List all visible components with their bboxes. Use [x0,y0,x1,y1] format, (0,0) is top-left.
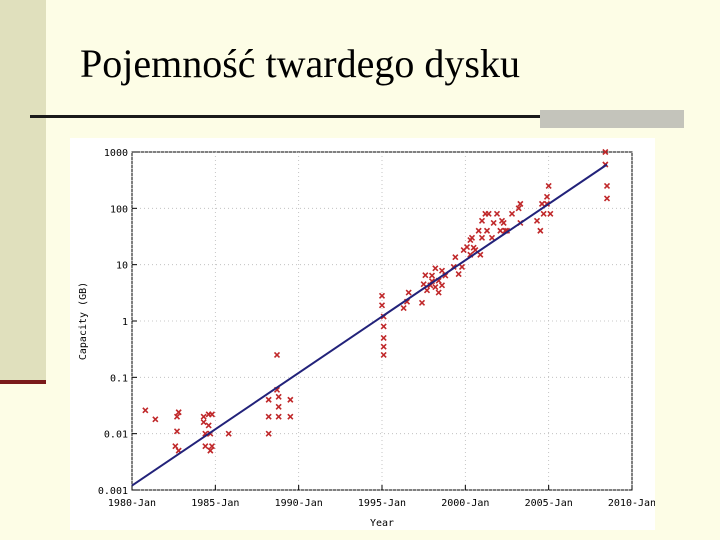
data-point [207,447,214,454]
data-point [602,148,609,156]
data-point [603,195,611,202]
x-tick-label: 1990-Jan [275,498,323,509]
data-point [200,419,207,426]
data-point [380,323,387,330]
y-tick-label: 10 [116,261,128,272]
x-axis-label: Year [370,518,394,529]
data-point [517,200,524,207]
x-tick-label: 2000-Jan [441,498,489,509]
x-tick-label: 1980-Jan [108,498,156,509]
data-point [463,244,471,251]
data-point [208,411,216,418]
slide-title: Pojemność twardego dysku [80,41,520,86]
data-point [142,407,149,414]
data-point [488,234,496,241]
data-point [208,443,216,450]
data-point [477,251,484,258]
title-underline-block [540,110,684,128]
data-point [265,413,272,420]
data-point [458,263,466,271]
trend-line [131,163,608,487]
y-axis-ticks: 0.001 0.01 0.1 1 10 100 1000 [98,148,137,497]
data-point [205,422,212,429]
data-point [468,234,476,241]
data-point [537,227,544,234]
data-point [478,217,486,224]
y-tick-label: 0.1 [110,373,128,384]
data-point [287,413,294,420]
data-point [547,210,554,217]
data-point [275,413,282,420]
data-point [400,304,407,312]
data-point [497,227,504,234]
data-point [483,227,491,234]
data-point [545,182,552,189]
data-point [500,219,507,227]
data-point [225,430,232,437]
data-point [380,343,387,350]
data-point [378,302,386,309]
title-underline [30,115,540,118]
data-point [485,210,492,217]
data-point [202,443,209,450]
x-tick-label: 1985-Jan [191,498,239,509]
data-point [543,193,551,200]
data-point [493,210,501,217]
x-tick-label: 1995-Jan [358,498,406,509]
x-tick-label: 2005-Jan [525,498,573,509]
data-point [478,234,486,241]
data-point [435,289,442,296]
data-point [175,409,182,416]
data-point [173,413,181,420]
y-axis-label: Capacity (GB) [78,282,89,360]
data-point [275,393,282,400]
data-point [422,272,429,279]
x-tick-label: 2010-Jan [608,498,655,509]
data-point [538,200,546,207]
x-axis-ticks: 1980-Jan 1985-Jan 1990-Jan 1995-Jan 2000-Jan… [108,485,656,509]
data-point [490,219,497,227]
data-point [287,396,294,403]
y-tick-label: 100 [110,204,128,215]
data-point [432,284,439,291]
data-point [378,292,386,299]
y-tick-label: 0.001 [98,486,128,497]
data-point [432,265,439,272]
data-point [380,334,387,342]
data-point [265,430,272,437]
data-point [540,210,547,217]
data-point [420,281,427,288]
data-point [265,396,272,403]
data-point [380,351,387,358]
data-points [142,148,611,454]
y-tick-label: 1000 [104,148,128,159]
data-point [515,205,522,212]
slide-left-accent-bar [0,0,46,382]
y-tick-label: 1 [122,317,128,328]
y-tick-label: 0.01 [104,430,128,441]
data-point [438,267,446,274]
data-point [275,403,282,410]
data-point [475,227,482,234]
data-point [418,299,426,306]
data-point [405,289,412,296]
data-point [438,282,446,289]
slide-left-accent-rule [0,380,46,384]
data-point [152,416,159,423]
data-point [533,217,541,224]
chart-frame: 0.001 0.01 0.1 1 10 100 1000 1980-Jan 1985-Jan 1… [70,138,656,530]
data-point [452,254,459,261]
data-point [173,428,181,435]
data-point [200,413,207,420]
data-point [423,287,431,294]
data-point [603,182,611,189]
data-point [273,351,281,358]
data-point [428,272,436,279]
data-point [455,271,462,278]
data-point [508,210,516,217]
